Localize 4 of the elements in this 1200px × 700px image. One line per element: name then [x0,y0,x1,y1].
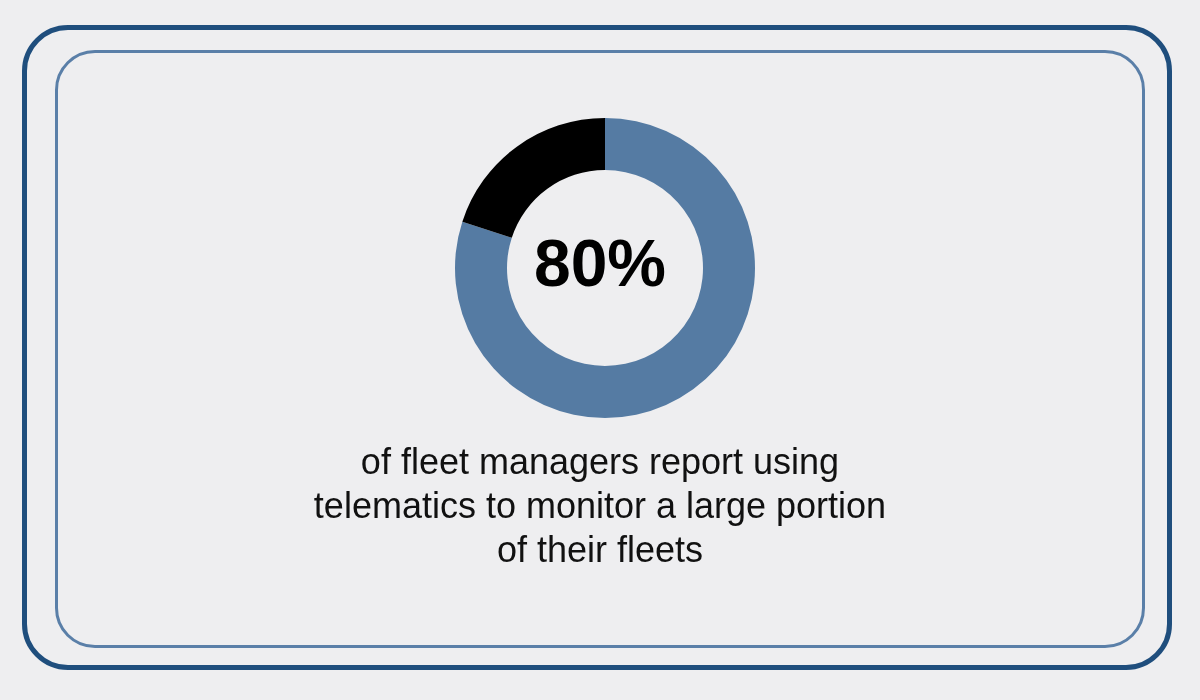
donut-slice [455,118,755,418]
text: 80% [533,226,667,301]
text: of fleet managers report using telematics to monitor a large portion of their fleets [312,440,888,572]
donut-slice [462,118,605,238]
